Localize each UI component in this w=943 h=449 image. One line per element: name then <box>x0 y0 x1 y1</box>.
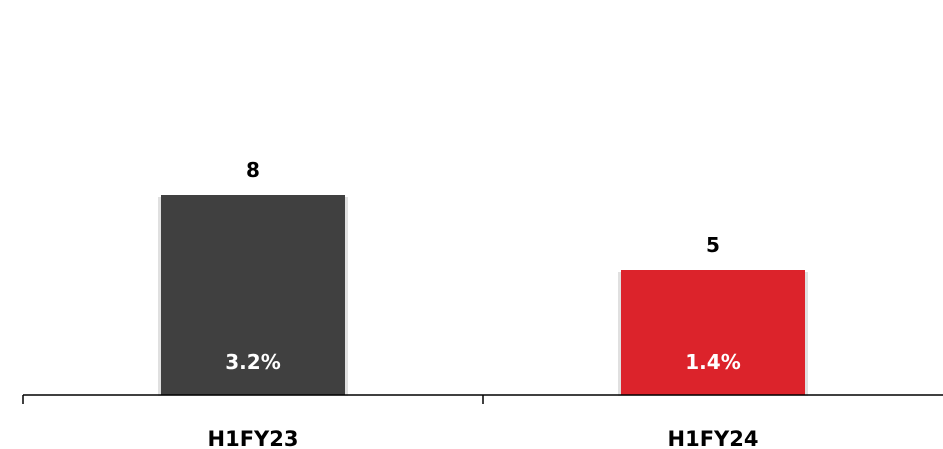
labels-group: 8 3.2% H1FY23 5 1.4% H1FY24 <box>208 158 759 449</box>
bars-group <box>161 195 805 395</box>
bar-inner-label: 3.2% <box>225 350 280 374</box>
x-tick-label: H1FY24 <box>668 427 759 449</box>
bar-value-label: 8 <box>246 158 260 182</box>
x-tick-label: H1FY23 <box>208 427 299 449</box>
bar-h1fy23 <box>161 195 345 395</box>
x-axis <box>22 394 943 404</box>
bar-h1fy24 <box>621 270 805 395</box>
bar-inner-label: 1.4% <box>685 350 740 374</box>
bar-value-label: 5 <box>706 233 720 257</box>
